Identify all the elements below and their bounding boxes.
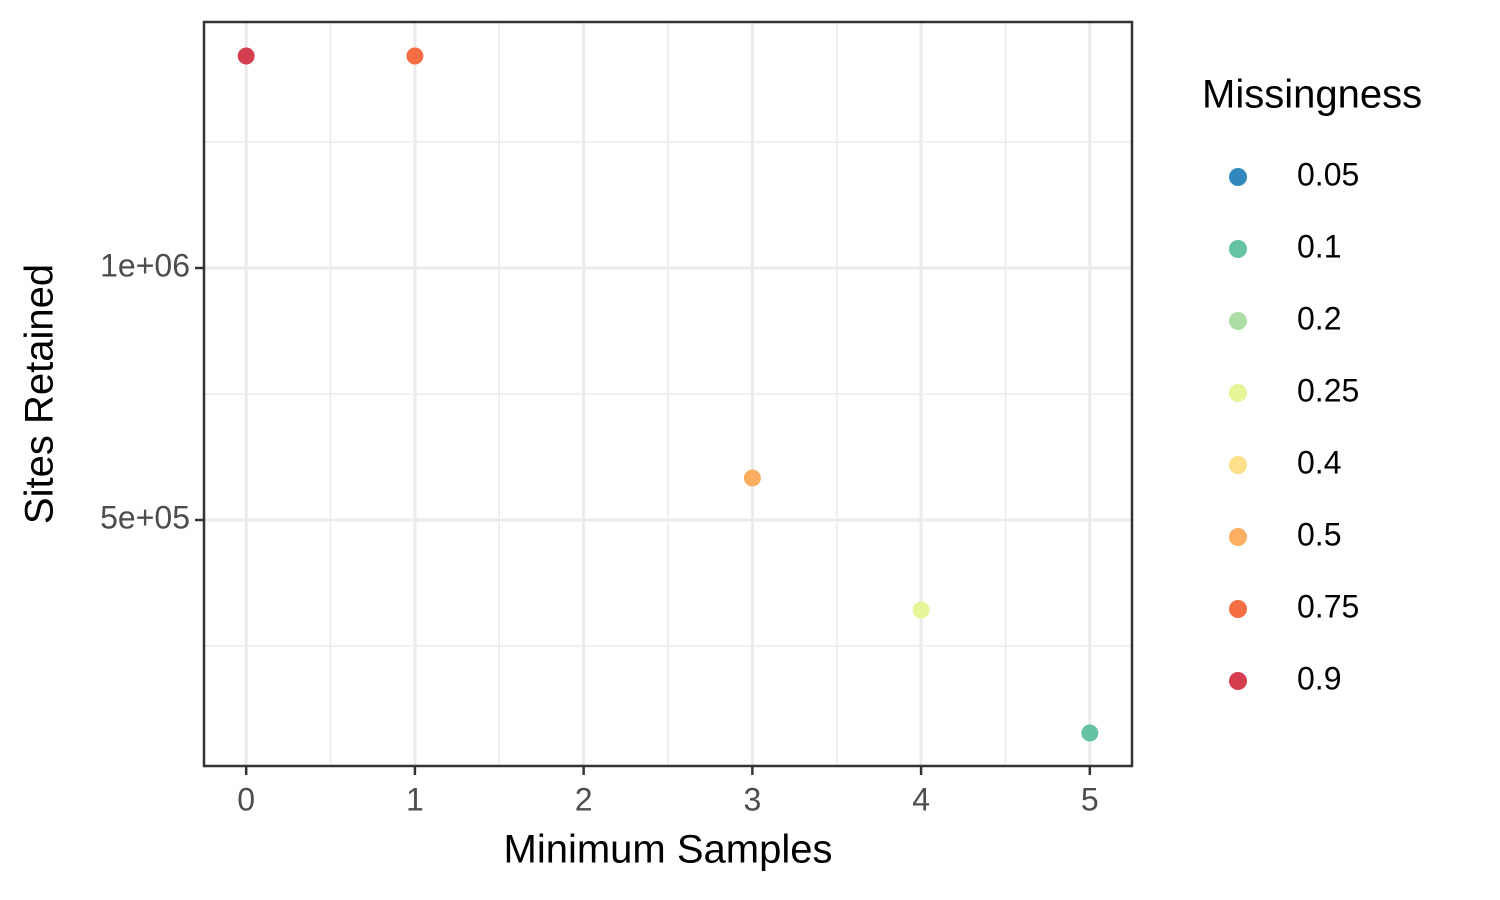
x-tick-label: 3 <box>743 781 761 817</box>
point <box>743 469 761 487</box>
legend-label: 0.75 <box>1297 588 1359 624</box>
legend-key <box>1229 168 1247 186</box>
legend-label: 0.05 <box>1297 156 1359 192</box>
plot-border <box>202 20 1134 768</box>
legend-key <box>1229 600 1247 618</box>
y-tick-label: 1e+06 <box>100 247 190 283</box>
point <box>237 47 255 65</box>
point <box>406 47 424 65</box>
legend-label: 0.5 <box>1297 516 1341 552</box>
legend-key <box>1229 312 1247 330</box>
legend-label: 0.25 <box>1297 372 1359 408</box>
legend-label: 0.4 <box>1297 444 1341 480</box>
y-axis-label: Sites Retained <box>18 264 62 524</box>
x-tick-label: 5 <box>1081 781 1099 817</box>
legend-key <box>1229 384 1247 402</box>
legend-key <box>1229 456 1247 474</box>
y-tick-label: 5e+05 <box>100 499 190 535</box>
legend-key <box>1229 240 1247 258</box>
x-axis-label: Minimum Samples <box>504 828 833 872</box>
x-tick-label: 1 <box>406 781 424 817</box>
legend-key <box>1229 672 1247 690</box>
point <box>1081 724 1099 742</box>
legend-title: Missingness <box>1202 73 1422 117</box>
legend-key <box>1229 528 1247 546</box>
x-tick-label: 4 <box>912 781 930 817</box>
x-tick-label: 2 <box>575 781 593 817</box>
legend-label: 0.9 <box>1297 660 1341 696</box>
point <box>912 601 930 619</box>
x-tick-label: 0 <box>237 781 255 817</box>
legend-label: 0.1 <box>1297 228 1341 264</box>
legend-label: 0.2 <box>1297 300 1341 336</box>
